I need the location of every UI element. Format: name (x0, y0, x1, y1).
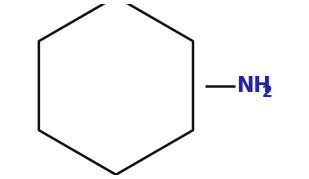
Text: 2: 2 (262, 85, 273, 100)
Text: NH: NH (236, 76, 271, 96)
